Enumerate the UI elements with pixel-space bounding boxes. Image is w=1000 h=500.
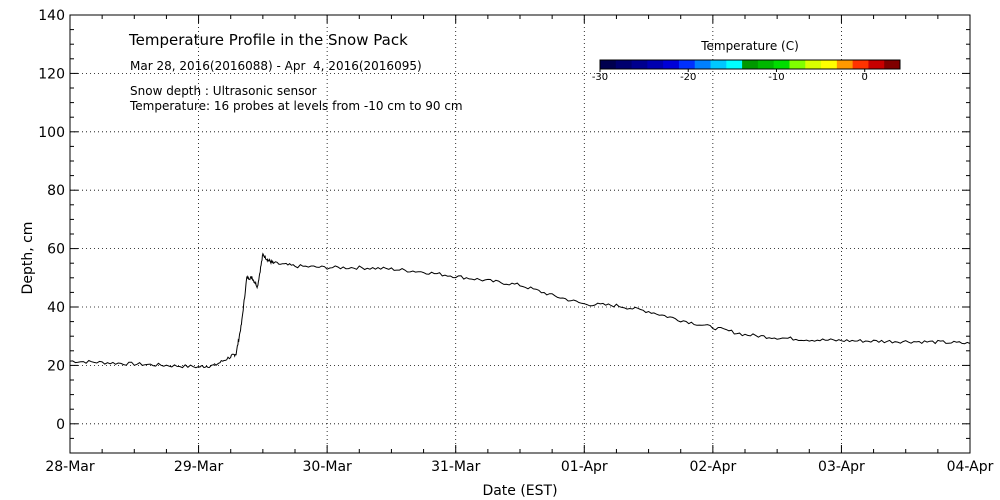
y-tick-label: 0	[56, 417, 65, 433]
y-tick-label: 100	[38, 125, 65, 141]
colorbar-swatch	[836, 60, 854, 69]
y-axis-ticks: 0 20 40 60 80 100 120 140	[38, 8, 970, 454]
colorbar-swatch	[789, 60, 806, 69]
x-tick-label: 31-Mar	[431, 459, 481, 475]
colorbar-swatch	[615, 60, 633, 69]
y-tick-label: 60	[47, 242, 65, 258]
x-axis-title: Date (EST)	[482, 483, 557, 499]
colorbar-swatches	[599, 59, 901, 70]
y-tick-label: 140	[38, 8, 65, 24]
colorbar-swatch	[868, 60, 885, 69]
colorbar-swatch	[726, 60, 743, 69]
colorbar-swatch	[647, 60, 664, 69]
x-tick-label: 30-Mar	[303, 459, 353, 475]
temperature-colorbar: Temperature (C) -30 -20 -10 0	[592, 39, 901, 83]
colorbar-swatch	[742, 60, 759, 69]
series-layer	[69, 252, 971, 369]
x-tick-label: 29-Mar	[174, 459, 224, 475]
colorbar-swatch	[710, 60, 727, 69]
plot-frame	[69, 14, 971, 454]
snow-depth-line	[69, 252, 971, 369]
x-axis-ticks: 28-Mar 29-Mar 30-Mar 31-Mar 01-Apr 02-Apr 03-A…	[45, 15, 994, 475]
colorbar-swatch	[852, 60, 869, 69]
chart-subtitle: Mar 28, 2016(2016088) - Apr 4, 2016(2016…	[130, 59, 422, 73]
x-tick-label: 04-Apr	[947, 459, 994, 475]
chart-title: Temperature Profile in the Snow Pack	[128, 31, 408, 49]
colorbar-swatch	[773, 60, 790, 69]
colorbar-tick-label: 0	[862, 72, 868, 83]
y-tick-label: 20	[47, 358, 65, 374]
axes	[69, 14, 971, 454]
note-temperature-probes: Temperature: 16 probes at levels from -1…	[129, 99, 463, 113]
colorbar-tick-label: -30	[592, 72, 608, 83]
note-snow-depth: Snow depth : Ultrasonic sensor	[130, 84, 317, 98]
colorbar-ticks: -30 -20 -10 0	[592, 69, 868, 83]
colorbar-swatch	[600, 60, 617, 69]
colorbar-tick-label: -20	[680, 72, 696, 83]
colorbar-swatch	[631, 60, 648, 69]
colorbar-swatch	[757, 60, 775, 69]
x-tick-label: 03-Apr	[818, 459, 865, 475]
y-tick-label: 120	[38, 66, 65, 82]
colorbar-tick-label: -10	[768, 72, 784, 83]
colorbar-swatch	[805, 60, 822, 69]
colorbar-swatch	[678, 60, 696, 69]
colorbar-swatch	[884, 60, 901, 69]
x-tick-label: 01-Apr	[561, 459, 608, 475]
y-tick-label: 40	[47, 300, 65, 316]
y-axis-title: Depth, cm	[20, 222, 36, 295]
colorbar-swatch	[663, 60, 680, 69]
x-tick-label: 28-Mar	[45, 459, 95, 475]
colorbar-swatch	[821, 60, 838, 69]
x-tick-label: 02-Apr	[689, 459, 736, 475]
colorbar-swatch	[694, 60, 712, 69]
grid	[70, 15, 970, 453]
colorbar-title: Temperature (C)	[700, 39, 799, 53]
colorbar-frame	[599, 59, 901, 70]
y-tick-label: 80	[47, 183, 65, 199]
